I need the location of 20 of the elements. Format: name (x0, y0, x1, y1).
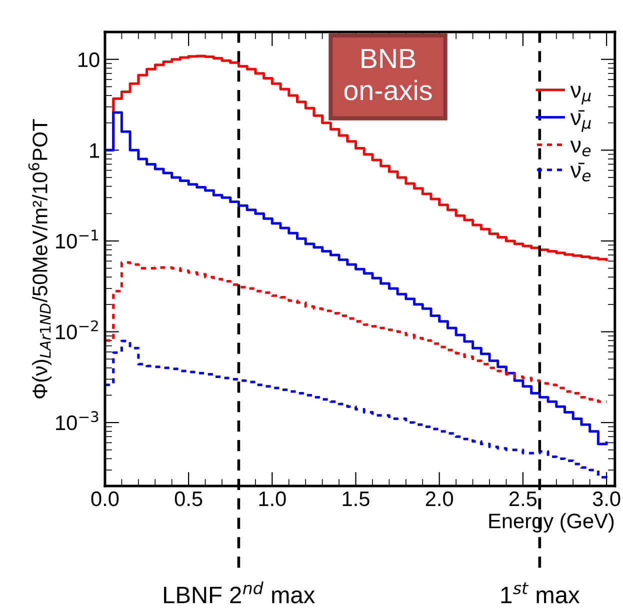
legend-label: ν$_{μ}$ (570, 86, 591, 104)
x-tick-label: 2.5 (510, 491, 537, 506)
y-tick-label: 10 (78, 52, 100, 68)
y-tick-label: 10$^{−2}$ (56, 320, 98, 340)
y-tick-label: 1 (90, 143, 100, 158)
y-tick-label: 10$^{−3}$ (56, 411, 98, 430)
legend-label: ν̄$_{μ}$ (570, 110, 591, 132)
annotation: BNB on-axis (344, 48, 432, 100)
y-axis-title: Φ(ν)$_{LAr1ND}$/50MeV/m²/10$^{6}$POT (28, 119, 52, 398)
legend-label: ν$_{e}$ (570, 140, 591, 156)
x-tick-label: 3.0 (592, 491, 620, 506)
legend-label: ν̄$_{e}$ (570, 162, 591, 182)
ref-line-label: LBNF 2$^{nd}$ max (164, 582, 315, 604)
ref-line-label: 1$^{st}$ max (501, 582, 580, 604)
y-tick-label: 10$^{−1}$ (56, 230, 98, 249)
x-tick-label: 2.0 (426, 491, 454, 506)
x-tick-label: 0.5 (174, 491, 202, 506)
x-tick-label: 1.5 (342, 492, 370, 506)
x-tick-label: 1.0 (259, 491, 286, 506)
x-tick-label: 0.0 (91, 491, 119, 506)
